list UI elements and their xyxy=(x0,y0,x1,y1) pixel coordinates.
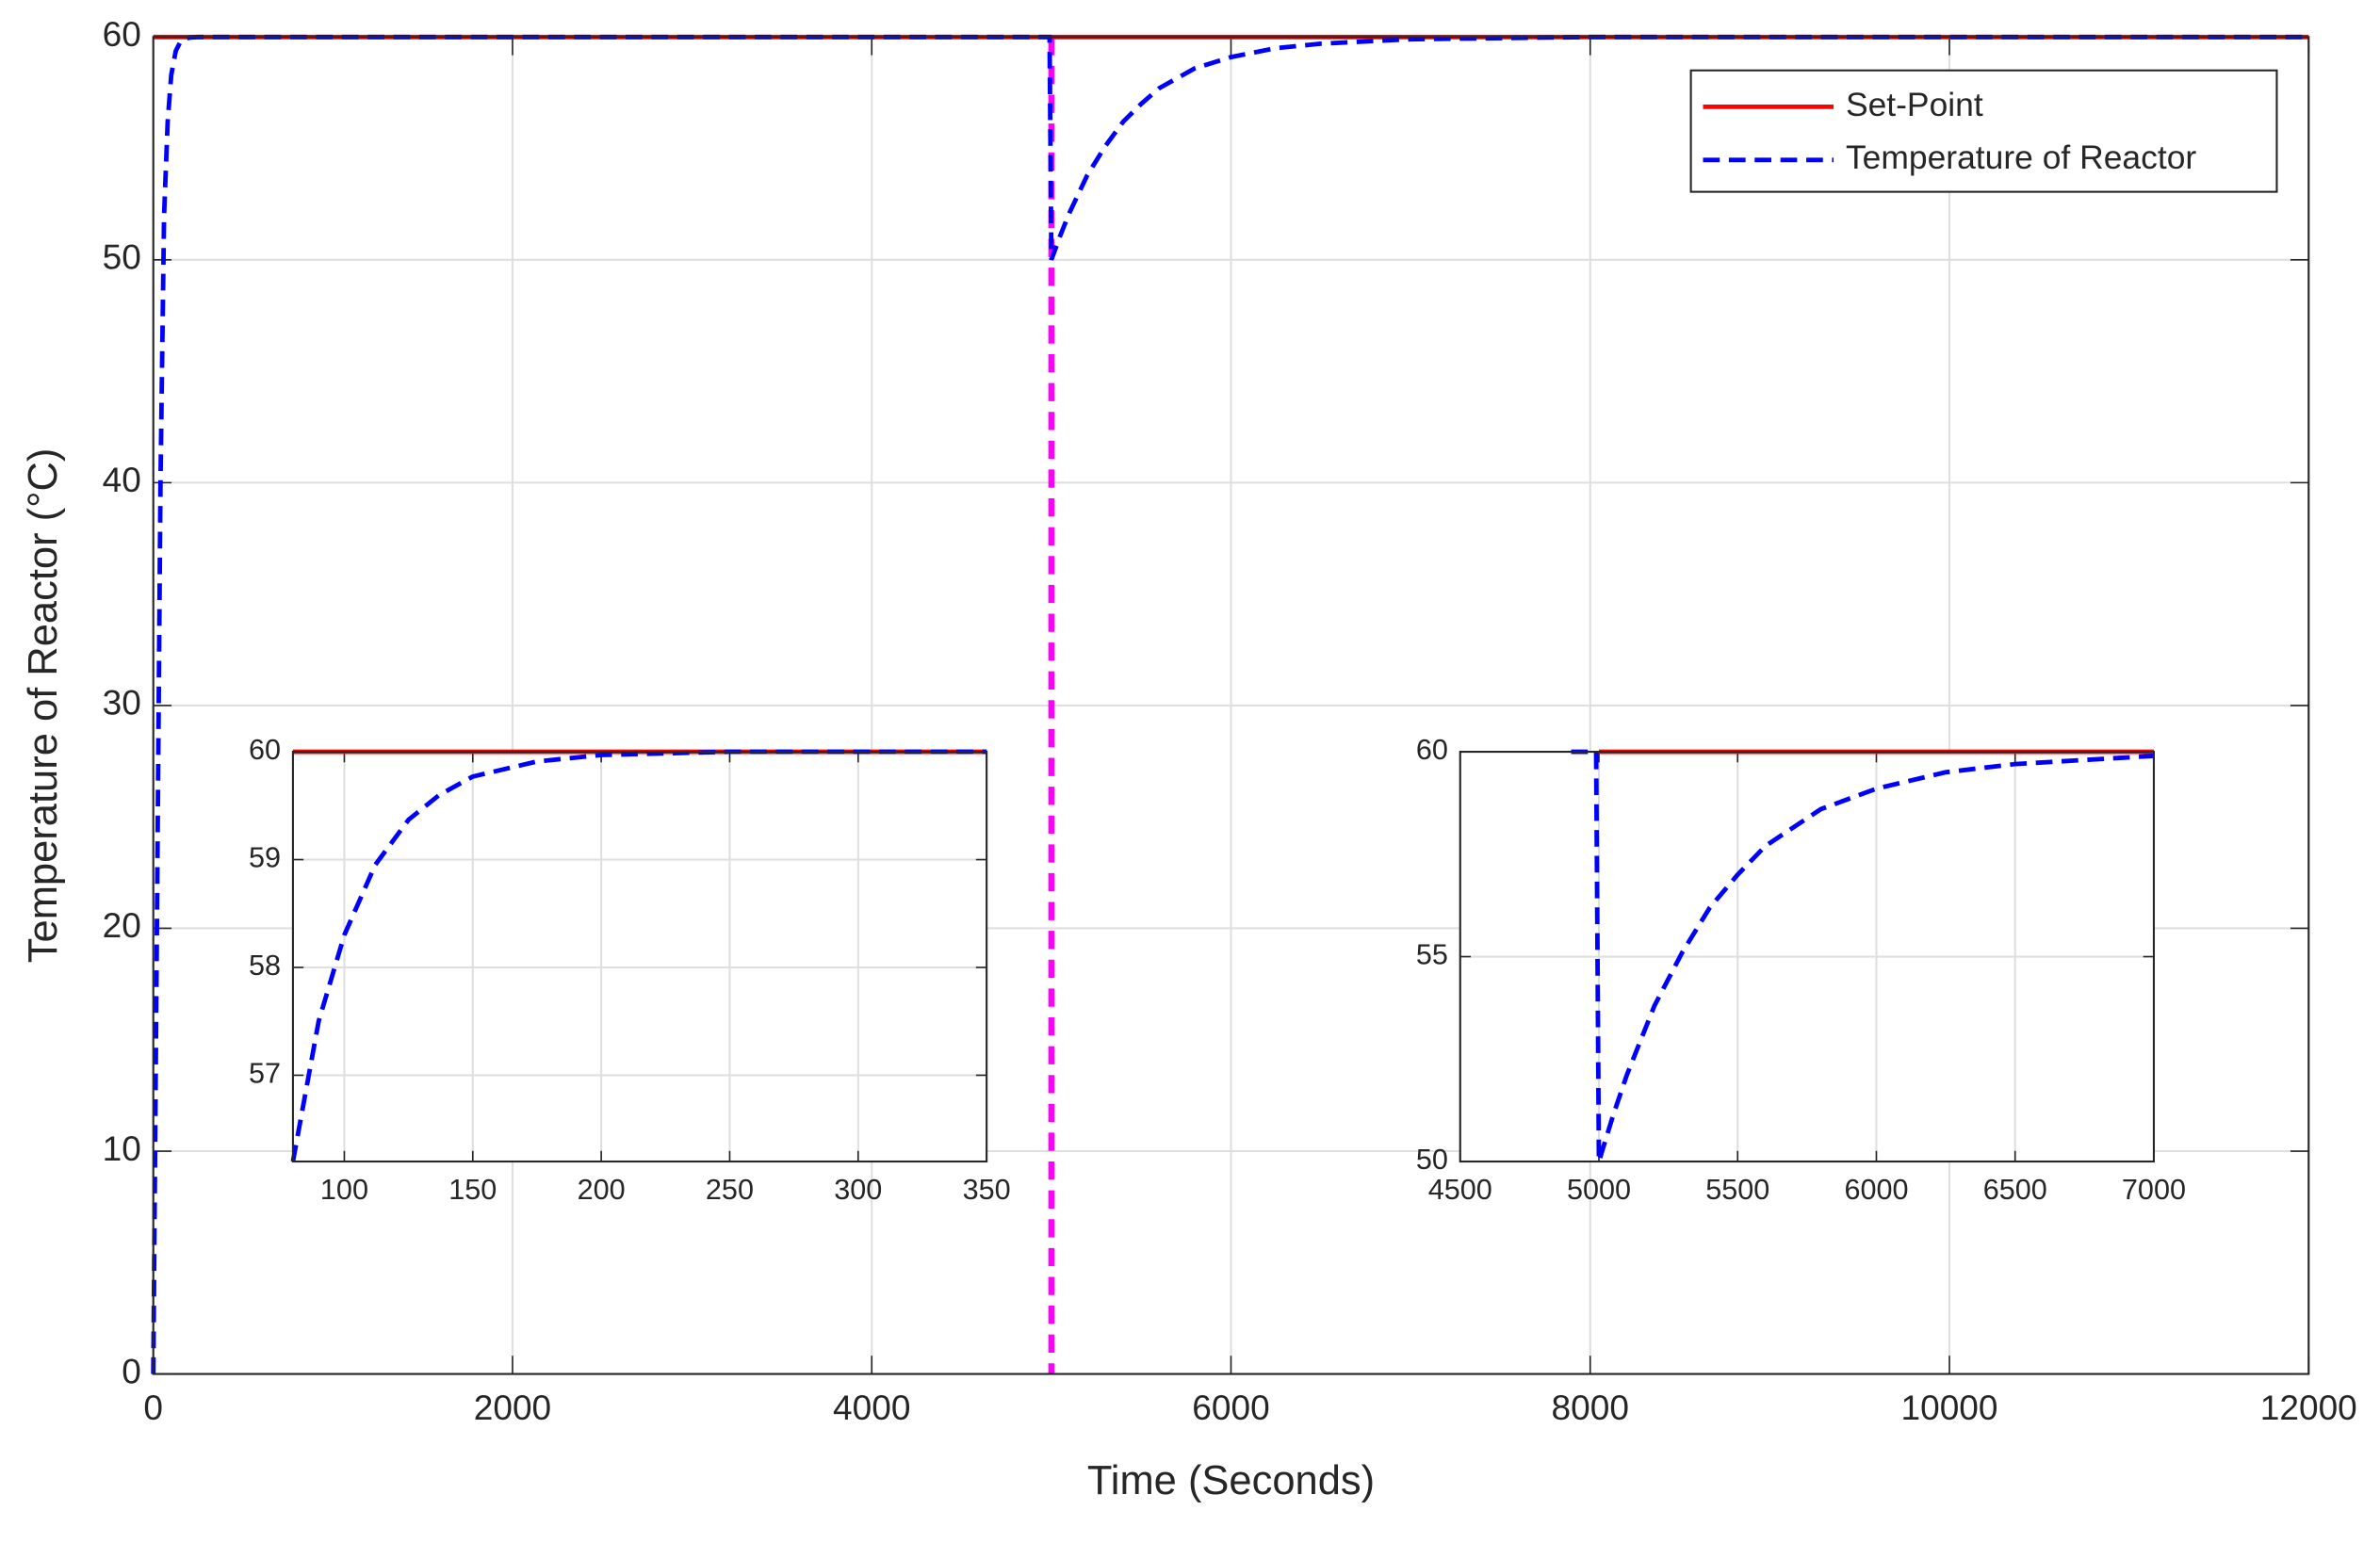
plot-area xyxy=(292,752,987,1162)
y-tick-label: 57 xyxy=(249,1058,281,1090)
x-tick-label: 8000 xyxy=(1552,1388,1629,1427)
y-tick-label: 0 xyxy=(122,1351,141,1390)
axes-box xyxy=(291,751,988,1163)
x-tick-label: 6000 xyxy=(1192,1388,1269,1427)
y-tick-label: 55 xyxy=(1416,939,1448,971)
x-tick-label: 150 xyxy=(448,1174,497,1206)
legend-box xyxy=(1689,69,2278,193)
y-tick-label: 60 xyxy=(103,14,141,54)
y-tick-label: 20 xyxy=(103,905,141,945)
y-tick-label: 50 xyxy=(1416,1144,1448,1176)
x-tick-label: 100 xyxy=(320,1174,368,1206)
y-tick-label: 50 xyxy=(103,237,141,277)
y-tick-label: 60 xyxy=(1416,734,1448,766)
axes-box xyxy=(1459,751,2156,1163)
x-tick-label: 5000 xyxy=(1567,1174,1631,1206)
x-tick-label: 6000 xyxy=(1844,1174,1908,1206)
x-tick-label: 10000 xyxy=(1901,1388,1998,1427)
x-tick-label: 350 xyxy=(963,1174,1011,1206)
x-tick-label: 7000 xyxy=(2122,1174,2186,1206)
x-tick-label: 2000 xyxy=(474,1388,551,1427)
y-tick-label: 40 xyxy=(103,460,141,499)
axes-box xyxy=(152,36,2310,1375)
series-line xyxy=(1571,749,2155,1162)
x-tick-label: 4000 xyxy=(833,1388,910,1427)
x-tick-label: 12000 xyxy=(2260,1388,2357,1427)
y-tick-label: 30 xyxy=(103,683,141,723)
legend-label: Temperature of Reactor xyxy=(1846,138,2196,176)
y-axis-label: Temperature of Reactor (°C) xyxy=(21,448,66,964)
x-tick-label: 200 xyxy=(578,1174,626,1206)
y-tick-label: 58 xyxy=(249,950,281,982)
x-tick-label: 300 xyxy=(834,1174,882,1206)
y-tick-label: 60 xyxy=(249,734,281,766)
y-tick-label: 10 xyxy=(103,1129,141,1168)
x-tick-label: 4500 xyxy=(1428,1174,1492,1206)
x-tick-label: 250 xyxy=(706,1174,754,1206)
x-axis-label: Time (Seconds) xyxy=(1087,1458,1375,1503)
legend-label: Set-Point xyxy=(1846,86,1983,123)
series-line xyxy=(151,34,2309,1374)
x-tick-label: 0 xyxy=(143,1388,163,1427)
x-tick-label: 5500 xyxy=(1705,1174,1769,1206)
y-tick-label: 59 xyxy=(249,842,281,874)
x-tick-label: 6500 xyxy=(1983,1174,2047,1206)
